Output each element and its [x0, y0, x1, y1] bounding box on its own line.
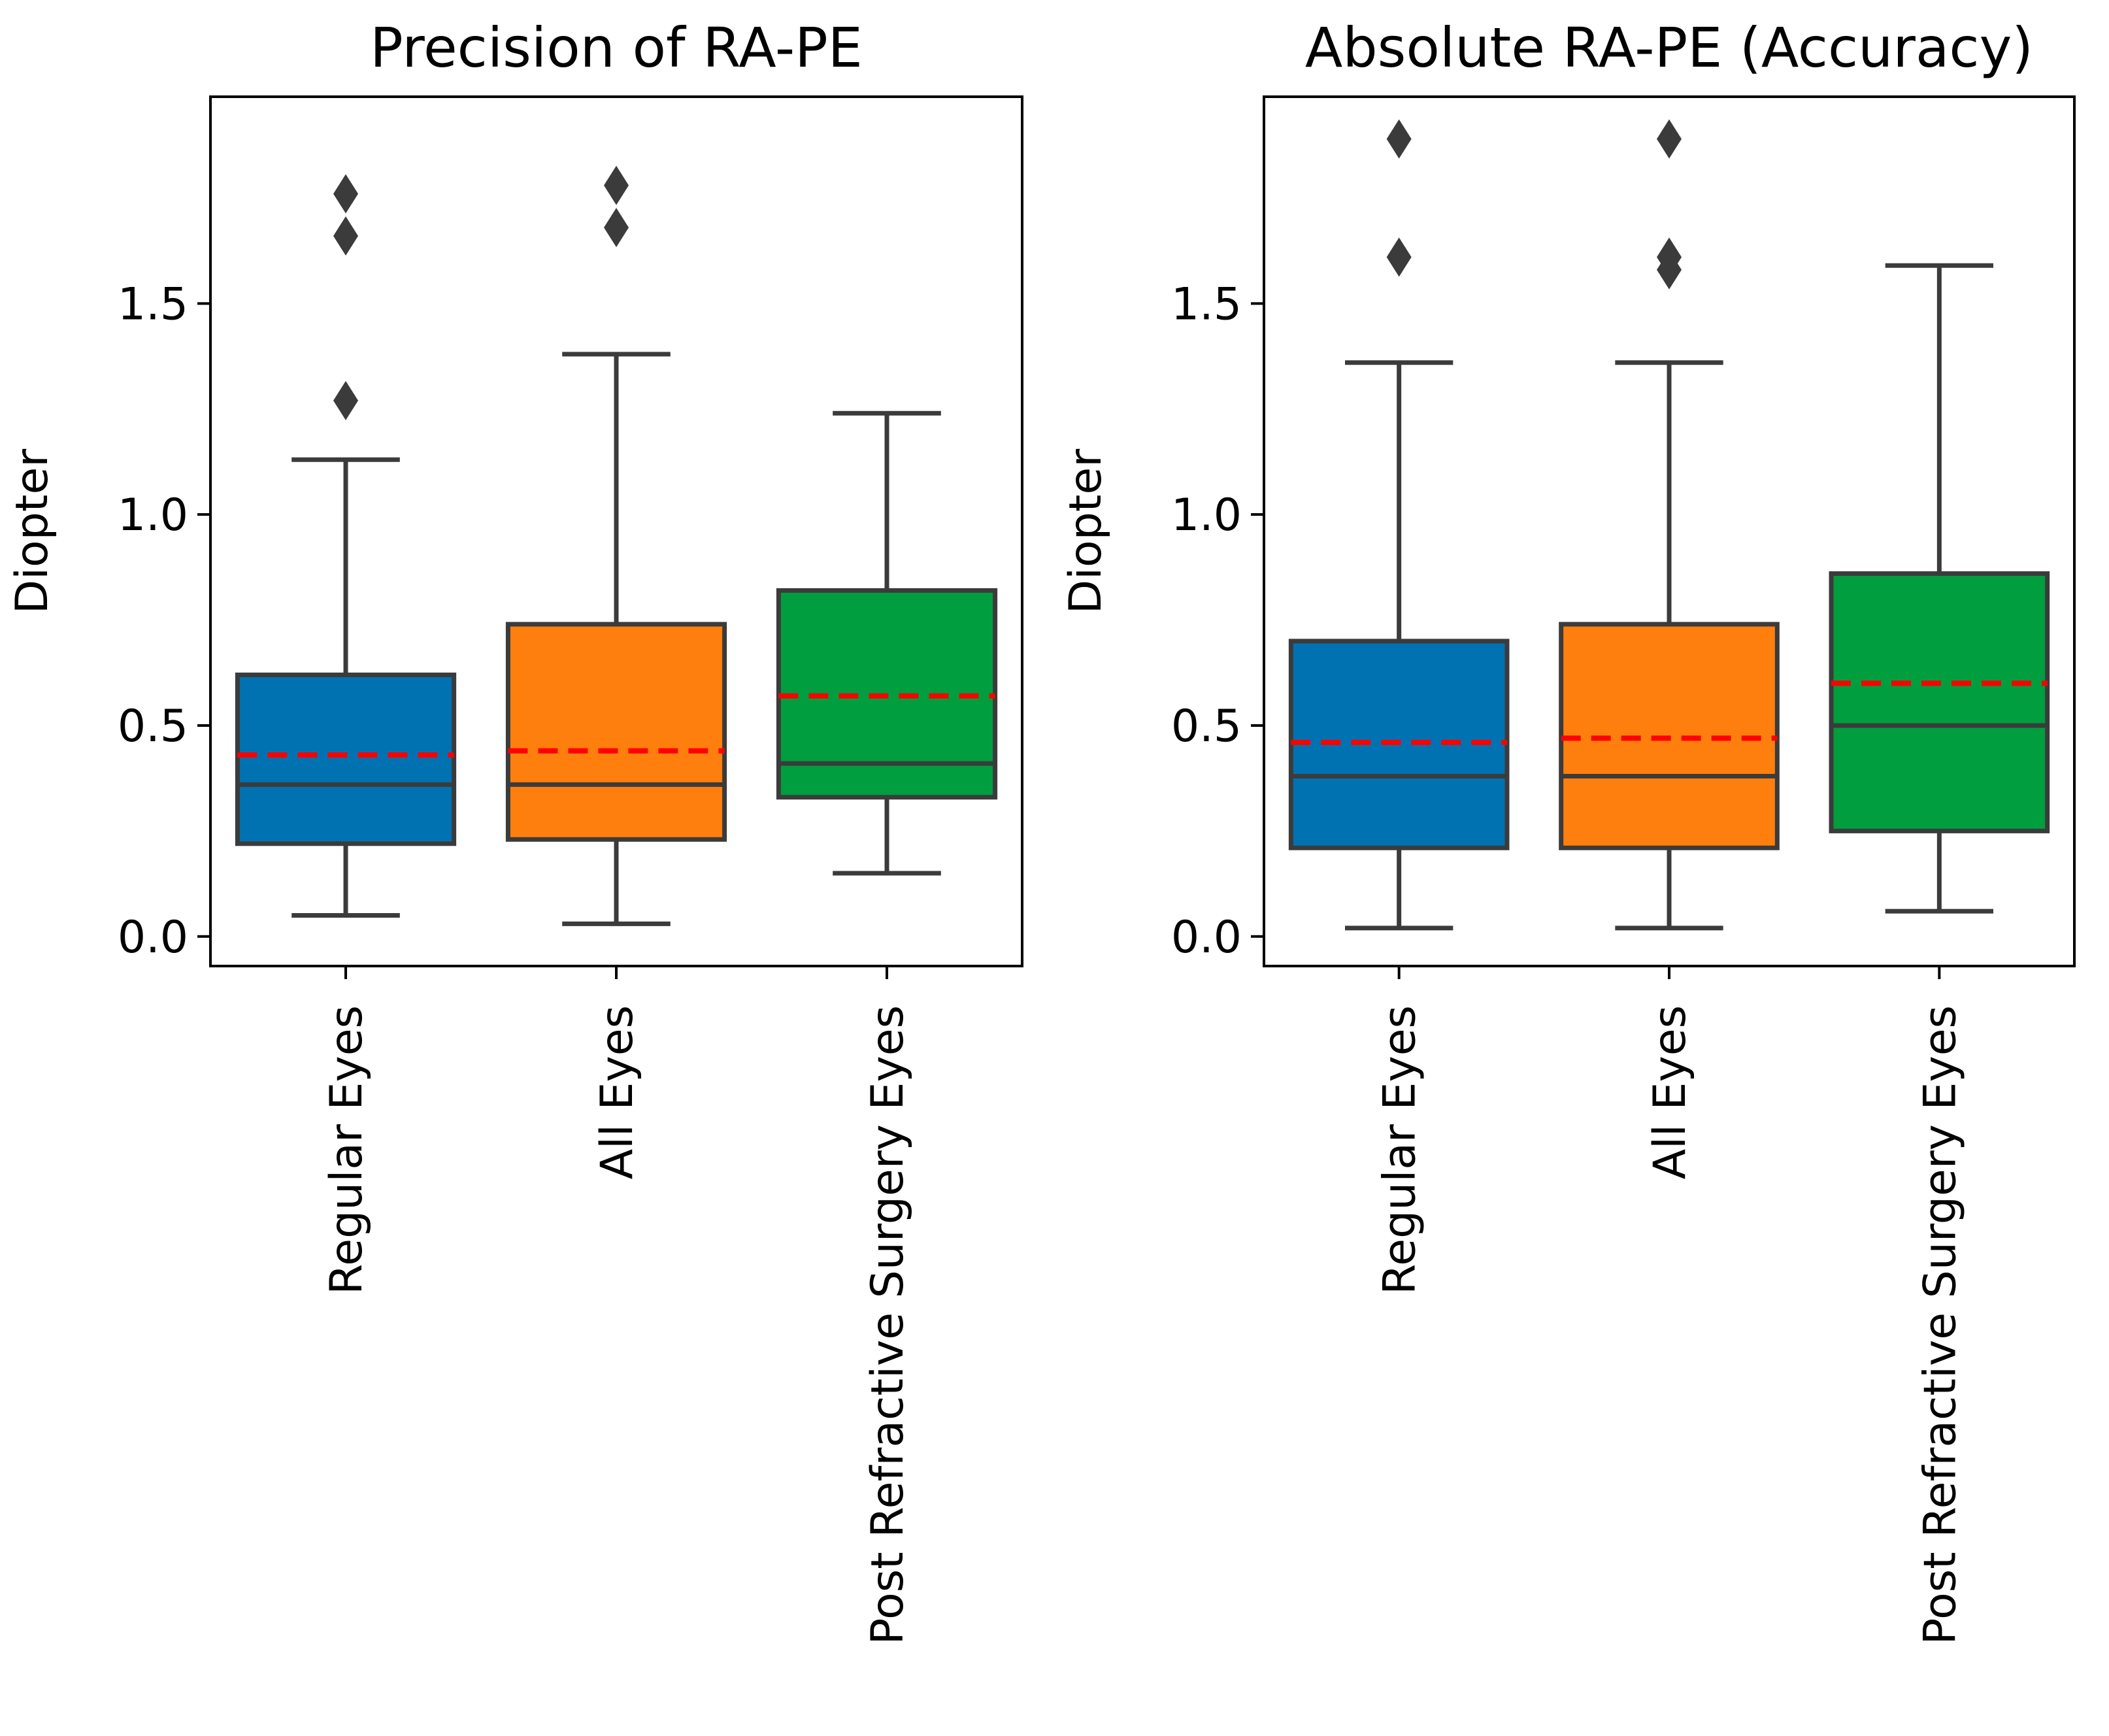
- x-tick-label: All Eyes: [1644, 1005, 1696, 1179]
- outlier-point: [1386, 237, 1412, 277]
- x-tick-label: Post Refractive Surgery Eyes: [1914, 1005, 1966, 1644]
- outlier-point: [1657, 237, 1682, 277]
- y-tick-label: 0.0: [1171, 912, 1242, 963]
- box-group: [505, 165, 727, 926]
- box-group: [1288, 119, 1510, 931]
- box-iqr: [235, 673, 457, 846]
- y-tick-label: 1.5: [1171, 278, 1242, 330]
- outlier-point: [1386, 119, 1412, 159]
- panel-precision: Precision of RA-PE Diopter 0.0 0.5 1.0 1.5 Reg…: [7, 16, 1023, 1644]
- y-tick-label: 0.0: [118, 912, 188, 963]
- y-axis-label: Diopter: [7, 449, 58, 614]
- outlier-point: [333, 380, 358, 420]
- box-iqr: [1829, 571, 2050, 833]
- outlier-point: [604, 208, 629, 248]
- box-group: [1559, 119, 1780, 931]
- outlier-point: [333, 216, 358, 256]
- x-tick-label: Post Refractive Surgery Eyes: [862, 1005, 914, 1644]
- chart-title: Absolute RA-PE (Accuracy): [1305, 16, 2033, 80]
- box-iqr: [505, 622, 727, 842]
- outlier-point: [1657, 119, 1682, 159]
- box-group: [776, 410, 998, 876]
- y-tick-label: 0.5: [1171, 701, 1242, 752]
- box-group: [235, 174, 457, 918]
- y-axis-label: Diopter: [1060, 449, 1112, 614]
- outlier-point: [604, 165, 629, 205]
- panel-accuracy: Absolute RA-PE (Accuracy) Diopter 0.0 0.5 1.…: [1060, 16, 2076, 1644]
- chart-title: Precision of RA-PE: [370, 16, 863, 80]
- y-tick-label: 1.0: [118, 490, 188, 541]
- outlier-point: [333, 174, 358, 214]
- y-tick-label: 1.0: [1171, 490, 1242, 541]
- y-tick-label: 0.5: [118, 701, 188, 752]
- x-tick-label: Regular Eyes: [1374, 1005, 1426, 1295]
- box-group: [1829, 263, 2050, 914]
- x-tick-label: Regular Eyes: [321, 1005, 373, 1295]
- y-tick-label: 1.5: [118, 278, 188, 330]
- x-tick-label: All Eyes: [591, 1005, 643, 1179]
